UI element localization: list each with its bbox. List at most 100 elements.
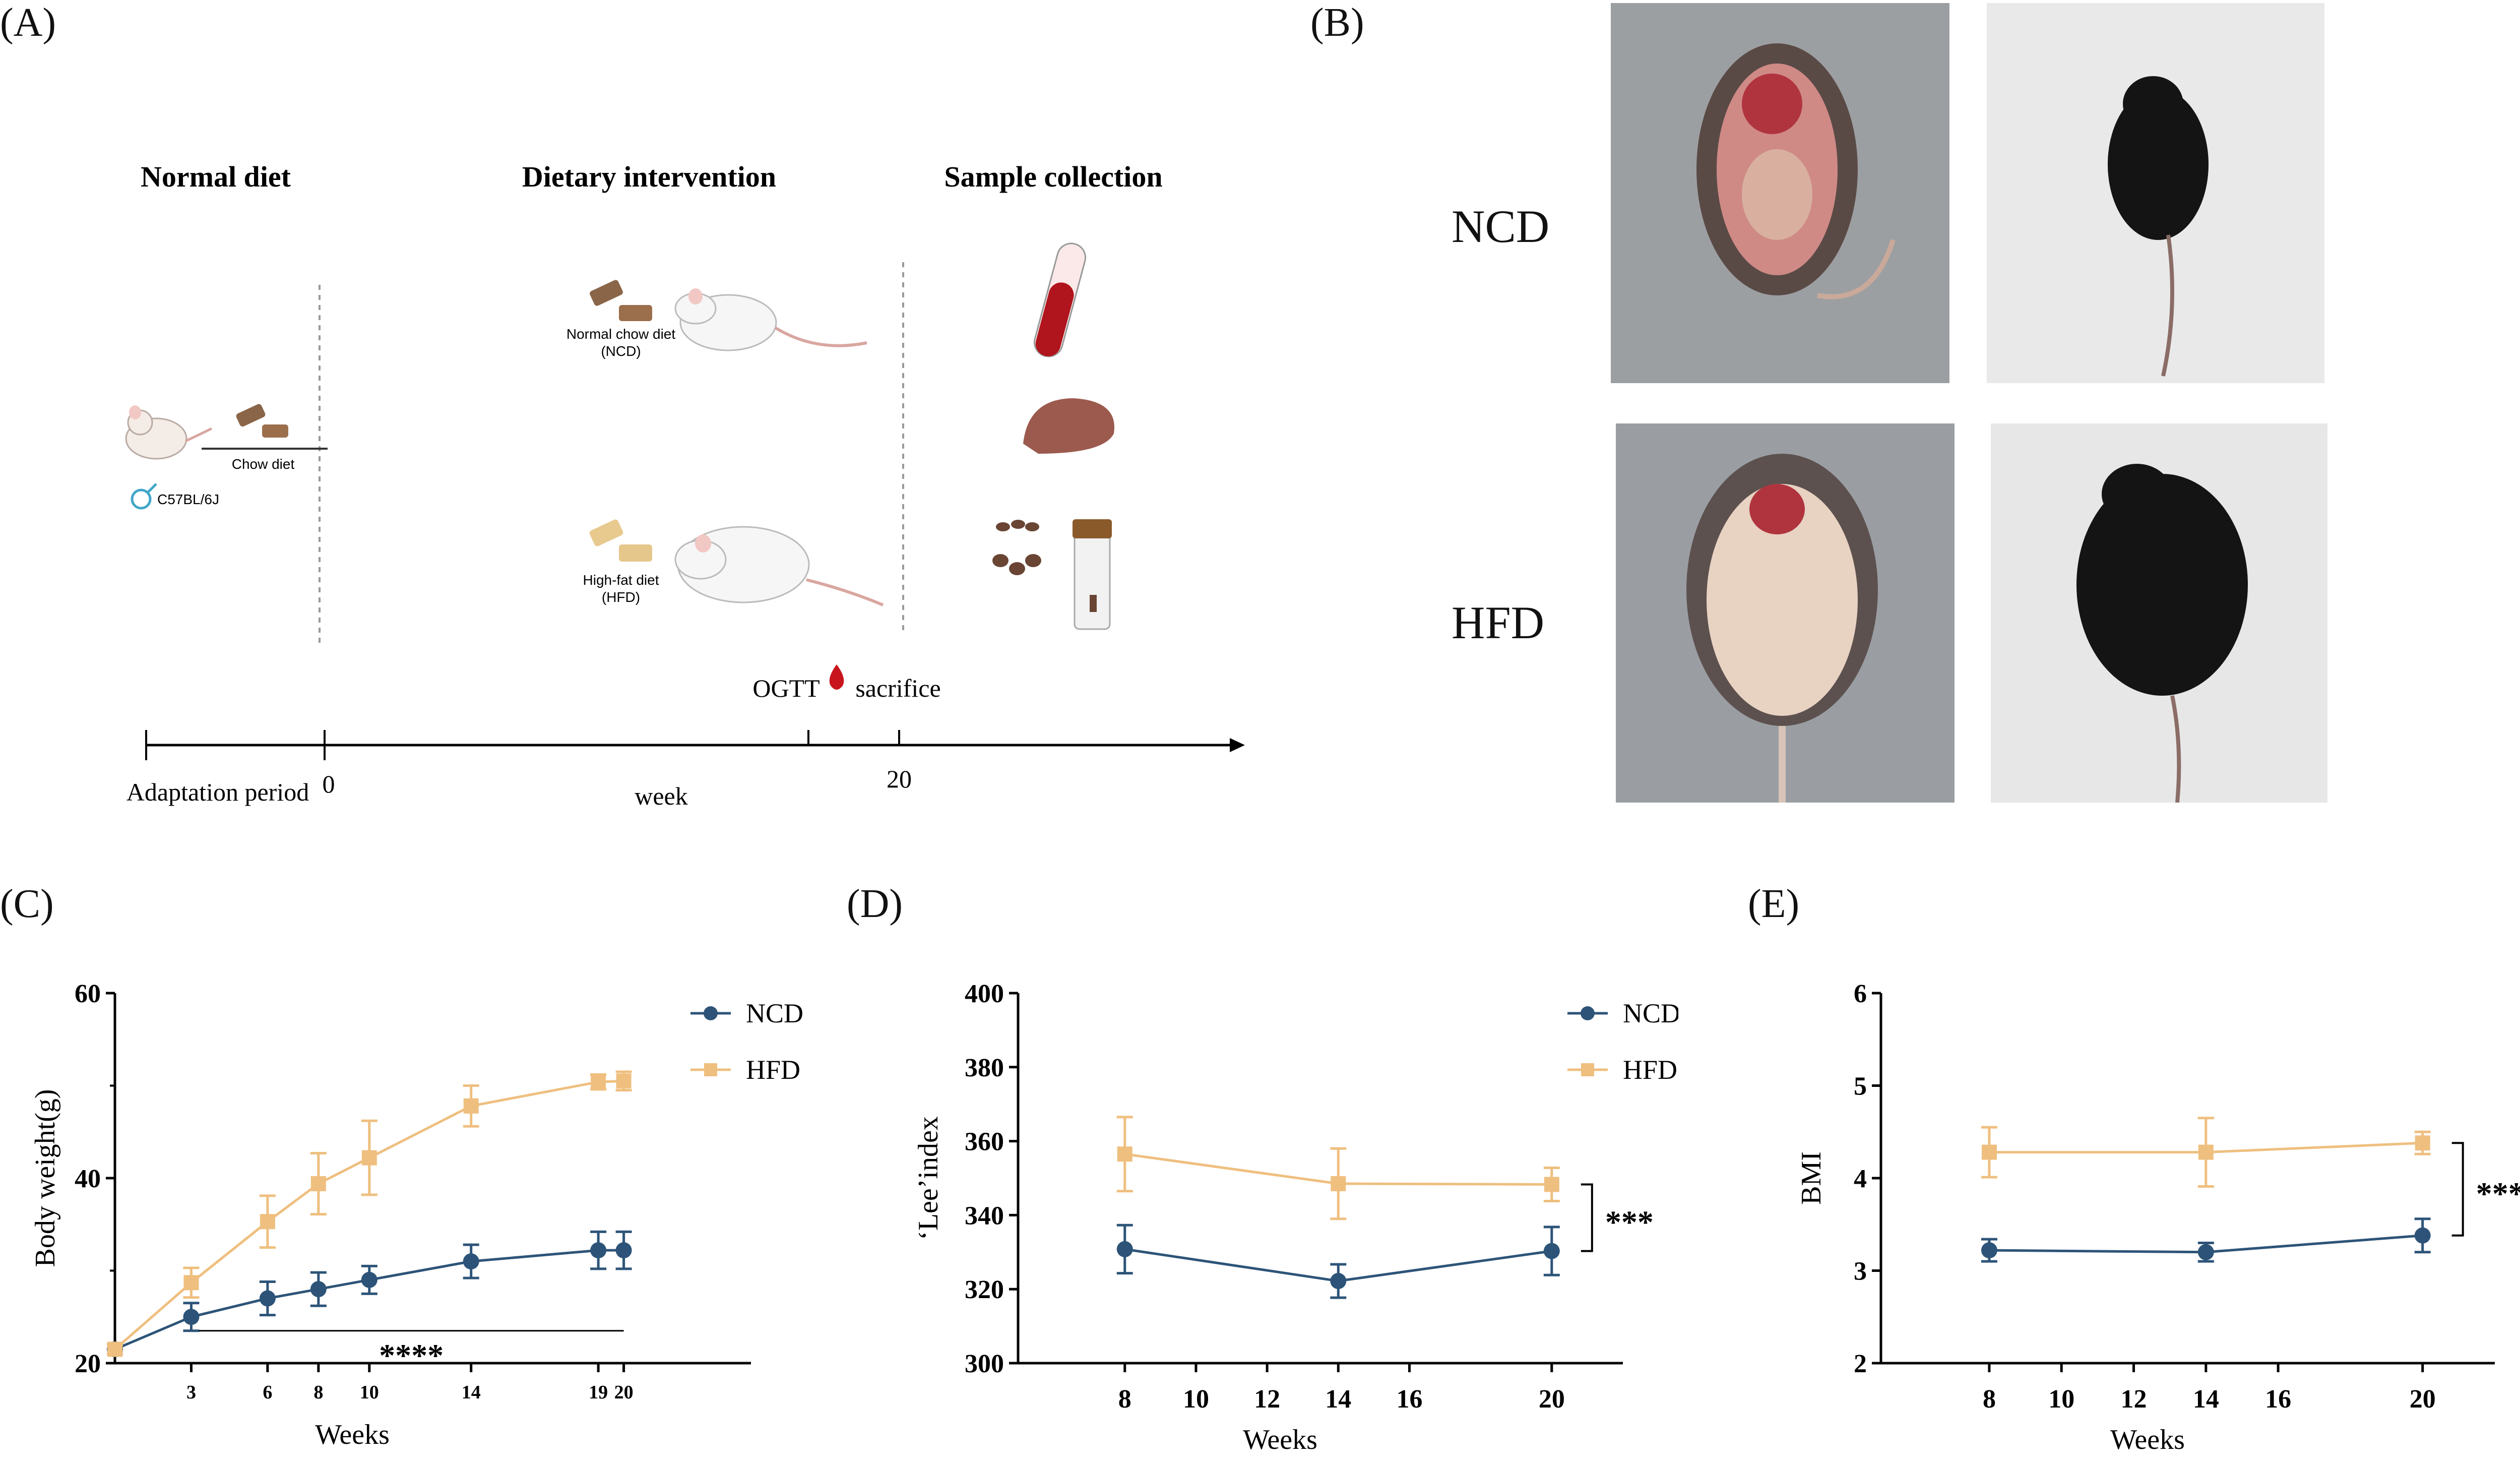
chow-pellet-icon [236, 404, 288, 438]
panel-label-b: (B) [1310, 1, 1364, 45]
data-point-hfd [183, 1275, 199, 1291]
x-axis-label: Weeks [315, 1419, 390, 1450]
data-point-ncd [259, 1290, 276, 1307]
ncd-mouse-icon [674, 288, 867, 351]
data-point-ncd [310, 1281, 327, 1298]
panel-label-a: (A) [0, 1, 56, 45]
significance-label: *** [2476, 1176, 2520, 1211]
data-point-ncd [361, 1271, 377, 1288]
y-tick-label: 380 [965, 1054, 1004, 1082]
legend-label-hfd: HFD [1623, 1055, 1677, 1085]
x-tick-label: 14 [462, 1382, 481, 1403]
x-tick-label: 10 [2048, 1385, 2074, 1414]
data-point-ncd [2197, 1244, 2214, 1260]
timeline-arrow-icon [1230, 738, 1245, 752]
y-axis-label: BMI [1796, 1151, 1827, 1205]
hfd-whole-mouse-photo [1991, 423, 2327, 803]
y-tick-label: 4 [1854, 1165, 1867, 1193]
hfd-diet-abbrev: (HFD) [602, 589, 640, 605]
x-tick-label: 16 [1396, 1385, 1422, 1414]
y-tick-label: 60 [75, 980, 101, 1008]
legend-label-ncd: NCD [1623, 998, 1678, 1028]
hfd-mouse-icon [674, 526, 884, 606]
data-point-ncd [1543, 1243, 1560, 1259]
panel-label-e: (E) [1748, 882, 1800, 926]
panel-label-c: (C) [0, 882, 54, 926]
chow-diet-label: Chow diet [232, 456, 295, 472]
series-line-hfd [114, 1079, 624, 1351]
y-tick-label: 340 [965, 1201, 1004, 1230]
y-tick-label: 360 [965, 1128, 1004, 1156]
y-axis-label: ‘Lee’index [913, 1116, 944, 1240]
strain-label: C57BL/6J [157, 492, 219, 507]
x-tick-label: 14 [2193, 1385, 2219, 1414]
y-axis-label: Body weight(g) [30, 1089, 61, 1267]
y-tick-label: 2 [1854, 1350, 1867, 1378]
blood-drop-icon [829, 664, 844, 690]
sample-vial-icon [1073, 519, 1112, 630]
legend-marker-hfd [1581, 1063, 1594, 1076]
data-point-ncd [183, 1309, 200, 1325]
y-tick-label: 20 [75, 1350, 101, 1378]
sacrifice-label: sacrifice [855, 674, 940, 702]
data-point-hfd [591, 1074, 606, 1090]
experiment-schematic: Normal diet Dietary intervention Sample … [125, 160, 1245, 810]
data-point-ncd [615, 1242, 632, 1259]
legend-marker-ncd [704, 1006, 718, 1020]
data-point-hfd [2198, 1144, 2214, 1160]
data-point-hfd [107, 1341, 122, 1357]
heading-sample-collection: Sample collection [944, 160, 1162, 193]
data-point-hfd [310, 1176, 326, 1192]
data-point-ncd [463, 1253, 479, 1270]
x-tick-label: 20 [2410, 1385, 2436, 1414]
significance-bracket [1581, 1183, 1593, 1252]
data-point-hfd [1544, 1177, 1559, 1192]
legend-label-ncd: NCD [746, 998, 803, 1028]
lee-index-chart: 300 320 340 360 380 400 8 10 12 14 16 20 Weeks ‘Lee’i… [913, 980, 1678, 1455]
data-point-hfd [361, 1150, 377, 1166]
data-point-hfd [1117, 1146, 1132, 1162]
ncd-diet-abbrev: (NCD) [601, 343, 641, 359]
y-tick-label: 320 [965, 1275, 1004, 1304]
hfd-dissected-photo [1616, 423, 1955, 803]
x-tick-label: 14 [1325, 1385, 1351, 1414]
x-tick-label: 8 [1118, 1385, 1131, 1414]
data-point-hfd [1331, 1176, 1346, 1192]
x-tick-label: 8 [313, 1382, 323, 1403]
timeline-week-label: week [635, 782, 688, 810]
data-point-ncd [1116, 1241, 1133, 1257]
x-tick-label: 6 [263, 1382, 272, 1403]
heading-dietary-intervention: Dietary intervention [522, 160, 776, 193]
data-point-hfd [2415, 1135, 2430, 1151]
y-tick-label: 300 [965, 1350, 1004, 1378]
data-point-hfd [616, 1073, 632, 1089]
ogtt-label: OGTT [752, 674, 820, 702]
x-tick-label: 10 [360, 1382, 379, 1403]
male-symbol-icon [131, 483, 157, 510]
heading-normal-diet: Normal diet [141, 160, 291, 193]
photo-label-ncd: NCD [1452, 201, 1550, 252]
data-point-ncd [1330, 1273, 1347, 1290]
x-tick-label: 8 [1983, 1385, 1996, 1414]
hfd-diet-label: High-fat diet [583, 572, 659, 588]
y-tick-label: 400 [965, 980, 1004, 1008]
hfd-pellet-icon [589, 519, 652, 562]
liver-icon [1023, 398, 1114, 454]
data-point-ncd [1981, 1242, 1997, 1259]
chow-pellet-icon [590, 280, 652, 321]
y-tick-label: 40 [75, 1165, 101, 1193]
data-point-hfd [1981, 1144, 1997, 1160]
ncd-diet-label: Normal chow diet [566, 326, 676, 342]
legend-marker-hfd [704, 1063, 717, 1076]
photo-label-hfd: HFD [1452, 597, 1545, 648]
data-point-ncd [2414, 1227, 2431, 1244]
legend-marker-ncd [1581, 1006, 1595, 1020]
legend-label-hfd: HFD [746, 1055, 800, 1085]
timeline-zero-label: 0 [323, 770, 335, 798]
y-tick-label: 3 [1854, 1257, 1867, 1286]
bmi-chart: 2 3 4 5 6 8 10 12 14 16 20 Weeks BMI *** [1796, 980, 2520, 1455]
timeline-twenty-label: 20 [887, 765, 912, 793]
significance-label: **** [379, 1337, 444, 1373]
feces-icon [992, 520, 1041, 575]
x-tick-label: 10 [1183, 1385, 1209, 1414]
